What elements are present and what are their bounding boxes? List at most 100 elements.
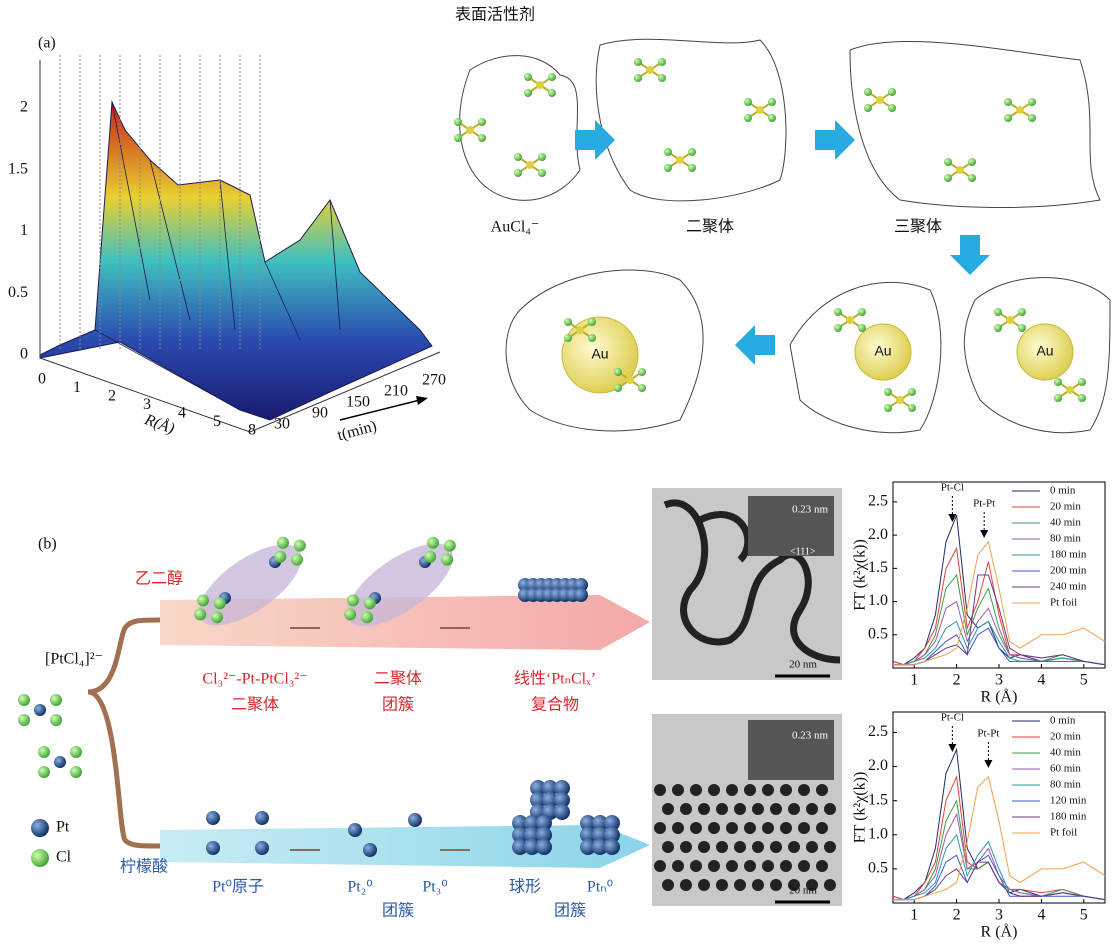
cl-atom bbox=[478, 134, 486, 142]
step-arrow bbox=[290, 628, 470, 850]
tem-particle bbox=[798, 822, 810, 834]
legend-label: 120 min bbox=[1050, 795, 1087, 807]
surfactant-shell bbox=[596, 39, 786, 201]
cl-atom bbox=[424, 551, 436, 563]
tem-particle bbox=[780, 822, 792, 834]
pt-atom bbox=[54, 756, 66, 768]
y-tick-label: 0.5 bbox=[868, 860, 888, 877]
pt-atom bbox=[554, 804, 570, 820]
r-tick-label: 0 bbox=[38, 371, 46, 388]
z-tick-label: 2 bbox=[20, 99, 28, 116]
pt-atom bbox=[363, 843, 377, 857]
flow-arrow bbox=[735, 325, 775, 365]
y-tick-label: 2.0 bbox=[868, 526, 888, 543]
legend-label: 180 min bbox=[1050, 811, 1087, 823]
cl-atom bbox=[50, 714, 62, 726]
annotation: Pt-Pt bbox=[977, 728, 999, 740]
tem-particle bbox=[798, 860, 810, 872]
cl-atom bbox=[664, 148, 672, 156]
body: (a) 表面活性剂 Au Au Au AuCl₄⁻ 二聚体 三聚体 (b) bbox=[0, 0, 1119, 949]
tem-particle bbox=[716, 803, 728, 815]
y-tick-label: 1.5 bbox=[868, 791, 888, 808]
tem-particle bbox=[752, 841, 764, 853]
annotation: Pt-Cl bbox=[941, 482, 964, 494]
tem-particle bbox=[824, 879, 836, 891]
cl-atom bbox=[834, 308, 842, 316]
tem-particle bbox=[816, 860, 828, 872]
pt-atom bbox=[255, 841, 269, 855]
tem-particle bbox=[780, 784, 792, 796]
x-tick-label: 2 bbox=[953, 672, 961, 689]
cl-atom bbox=[564, 334, 572, 342]
tem-particle bbox=[680, 879, 692, 891]
cl-atom bbox=[38, 766, 50, 778]
surfactant-shell bbox=[850, 41, 1100, 207]
flow-arrow bbox=[575, 120, 615, 160]
cl-atom bbox=[31, 849, 49, 867]
tem-particle bbox=[680, 841, 692, 853]
cl-atom bbox=[614, 368, 622, 376]
cl-atom bbox=[768, 114, 776, 122]
stage-label: Pt₃⁰ bbox=[422, 879, 447, 896]
stage-label: Pt₂⁰ bbox=[347, 879, 372, 896]
r-tick-label: 2 bbox=[108, 388, 116, 405]
tem-particle bbox=[734, 803, 746, 815]
cl-atom bbox=[50, 694, 62, 706]
cl-atom bbox=[858, 324, 866, 332]
legend-label: Pt foil bbox=[1050, 827, 1077, 839]
cl-atom bbox=[364, 597, 376, 609]
z-tick-label: 1 bbox=[20, 222, 28, 239]
tem-particle bbox=[690, 860, 702, 872]
au-atom bbox=[956, 166, 964, 174]
x-axis-label: R (Å) bbox=[981, 688, 1018, 706]
stage-label: Pt⁰原子 bbox=[212, 878, 264, 896]
tem-particle bbox=[672, 860, 684, 872]
au-label: Au bbox=[591, 346, 608, 362]
cl-atom bbox=[888, 104, 896, 112]
au-atom bbox=[756, 106, 764, 114]
cl-atom bbox=[454, 118, 462, 126]
tem-lattice: 0.23 nm bbox=[792, 730, 829, 742]
au-atom bbox=[646, 66, 654, 74]
cl-atom bbox=[1018, 308, 1026, 316]
z-tick-label: 0 bbox=[20, 346, 28, 363]
au-label: Au bbox=[1036, 343, 1053, 359]
tem-particle bbox=[744, 822, 756, 834]
legend-label: 0 min bbox=[1050, 715, 1076, 727]
cl-atom bbox=[864, 104, 872, 112]
au-atom bbox=[676, 156, 684, 164]
legend-label: 60 min bbox=[1050, 763, 1081, 775]
cl-atom bbox=[441, 554, 453, 566]
cl-atom bbox=[274, 551, 286, 563]
legend-label: 0 min bbox=[1050, 485, 1076, 497]
tem-particle bbox=[662, 803, 674, 815]
cl-atom bbox=[1004, 114, 1012, 122]
tem-particle bbox=[788, 841, 800, 853]
au-atom bbox=[846, 316, 854, 324]
cl-atom bbox=[688, 148, 696, 156]
tem-lattice: 0.23 nm bbox=[792, 504, 829, 516]
cl-atom bbox=[347, 594, 359, 606]
tem-particle bbox=[698, 841, 710, 853]
cl-atom bbox=[588, 334, 596, 342]
tem-particle bbox=[716, 841, 728, 853]
cl-atom bbox=[197, 594, 209, 606]
tem-particle bbox=[762, 784, 774, 796]
cl-atom bbox=[834, 324, 842, 332]
tem-particle bbox=[744, 784, 756, 796]
tem-particle bbox=[654, 822, 666, 834]
legend-label: Pt foil bbox=[1050, 597, 1077, 609]
cl-atom bbox=[864, 88, 872, 96]
cl-atom bbox=[884, 388, 892, 396]
route-label: 柠檬酸 bbox=[120, 858, 168, 876]
t-tick-label: 30 bbox=[274, 416, 290, 433]
cl-atom bbox=[994, 308, 1002, 316]
tem-particle bbox=[806, 803, 818, 815]
tem-particle bbox=[744, 860, 756, 872]
r-tick-label: 4 bbox=[178, 405, 186, 422]
cl-atom bbox=[1078, 378, 1086, 386]
tem-particle bbox=[662, 879, 674, 891]
pt-atom bbox=[206, 841, 220, 855]
au-atom bbox=[526, 161, 534, 169]
pt-atom bbox=[574, 588, 588, 602]
